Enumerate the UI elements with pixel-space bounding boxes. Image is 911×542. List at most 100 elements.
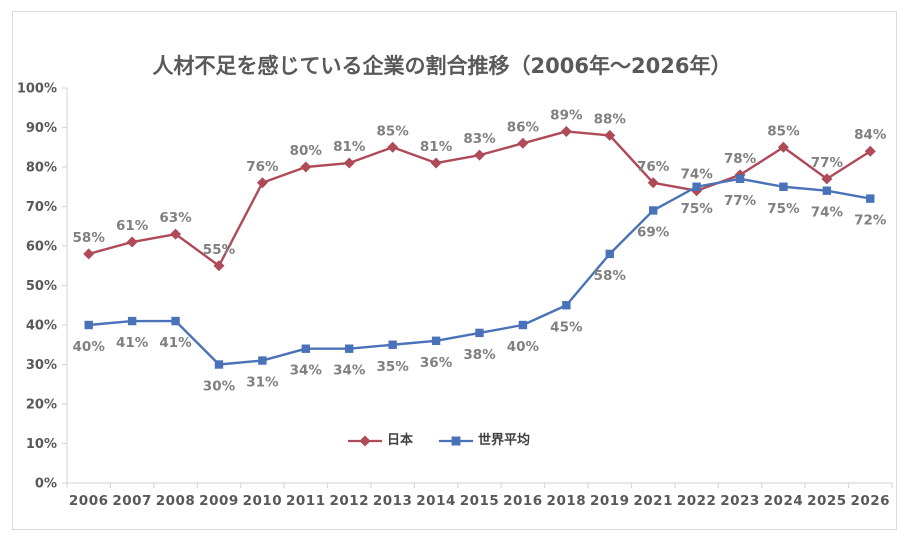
data-point-marker (214, 360, 224, 369)
y-axis-tick-label: 80% (26, 161, 57, 176)
legend-item-japan: 日本 (348, 432, 413, 450)
x-axis-tick-label: 2009 (199, 493, 239, 509)
x-axis-tick-label: 2021 (633, 493, 673, 509)
data-point-marker (821, 173, 833, 185)
data-point-marker (560, 125, 572, 137)
data-point-marker (84, 320, 93, 330)
data-label: 34% (333, 363, 366, 379)
data-label: 77% (724, 193, 757, 209)
y-axis-tick-label: 40% (26, 319, 57, 334)
data-point-marker (777, 141, 789, 153)
data-label: 63% (159, 210, 192, 226)
x-axis-tick-label: 2018 (547, 493, 587, 509)
data-label: 80% (290, 143, 323, 159)
data-label: 81% (420, 139, 453, 155)
y-axis-tick-label: 50% (26, 279, 57, 294)
y-axis-tick-label: 10% (26, 437, 57, 452)
data-label: 61% (116, 218, 149, 234)
axes-layer: 0%10%20%30%40%50%60%70%80%90%100%2006 200… (17, 82, 893, 509)
data-point-marker (518, 320, 528, 330)
data-label: 88% (594, 111, 627, 127)
data-label: 85% (767, 123, 800, 139)
chart-legend: 日本 世界平均 (348, 432, 530, 450)
data-point-marker (779, 182, 788, 191)
data-label: 78% (724, 151, 757, 167)
data-label: 81% (333, 139, 366, 155)
x-axis-tick-label: 2006 (69, 493, 109, 509)
data-point-marker (866, 194, 875, 203)
data-point-marker (648, 206, 658, 215)
y-axis-tick-label: 90% (26, 121, 57, 136)
data-point-marker (213, 260, 225, 272)
data-point-marker (474, 149, 485, 161)
data-label: 72% (854, 213, 887, 229)
data-label: 89% (550, 107, 583, 123)
legend-label-japan: 日本 (387, 433, 414, 448)
data-point-marker (126, 236, 138, 248)
data-point-marker (301, 344, 311, 353)
data-label: 58% (594, 268, 627, 284)
x-axis-tick-label: 2015 (460, 493, 500, 509)
data-point-marker (822, 186, 832, 195)
data-label: 41% (159, 335, 192, 351)
data-point-marker (431, 336, 441, 345)
x-axis-tick-label: 2024 (764, 493, 804, 509)
data-point-marker (647, 177, 659, 189)
y-axis-tick-label: 70% (26, 200, 57, 215)
data-label: 69% (637, 224, 670, 240)
data-point-marker (430, 157, 442, 169)
x-axis-tick-label: 2010 (243, 493, 283, 509)
x-axis-tick-label: 2022 (677, 493, 717, 509)
data-label: 77% (811, 155, 844, 171)
data-point-marker (300, 161, 312, 173)
y-axis-tick-label: 30% (26, 358, 57, 373)
data-point-marker (604, 129, 616, 141)
data-label: 31% (246, 375, 279, 391)
x-axis-tick-label: 2026 (851, 493, 891, 509)
data-label: 38% (463, 347, 496, 363)
data-point-marker (517, 137, 529, 149)
data-label: 40% (73, 339, 106, 355)
data-point-marker (343, 157, 355, 169)
x-axis-tick-label: 2019 (590, 493, 630, 509)
y-axis-tick-label: 20% (26, 398, 57, 413)
data-label: 30% (203, 379, 236, 395)
data-point-marker (387, 141, 399, 153)
data-point-marker (258, 356, 267, 365)
data-point-marker (83, 248, 95, 260)
data-label: 85% (376, 123, 409, 139)
data-label: 74% (680, 167, 713, 183)
data-label: 86% (507, 119, 540, 135)
data-label: 36% (420, 355, 453, 371)
data-label: 83% (463, 131, 496, 147)
data-point-marker (345, 344, 354, 353)
legend-item-world-average: 世界平均 (439, 432, 530, 450)
data-point-marker (388, 340, 397, 349)
data-point-marker (864, 145, 876, 157)
data-label: 55% (203, 242, 236, 258)
y-axis-tick-label: 0% (35, 477, 57, 492)
x-axis-tick-label: 2023 (720, 493, 760, 509)
data-point-marker (475, 328, 484, 338)
data-label: 35% (376, 359, 409, 375)
x-axis-tick-label: 2011 (286, 493, 326, 509)
chart-border (12, 11, 897, 530)
data-label: 45% (550, 319, 583, 335)
y-axis-tick-label: 60% (26, 240, 57, 255)
x-axis-tick-label: 2008 (156, 493, 196, 509)
world-average-series-marker-icon (439, 436, 474, 446)
data-point-marker (127, 316, 137, 326)
data-point-marker (171, 316, 180, 326)
data-point-marker (735, 174, 745, 184)
x-axis-tick-label: 2025 (807, 493, 847, 509)
x-axis-tick-label: 2007 (112, 493, 152, 509)
data-point-marker (256, 177, 268, 189)
data-label: 40% (507, 339, 540, 355)
x-axis-tick-label: 2012 (329, 493, 369, 509)
data-label: 76% (246, 159, 279, 175)
x-axis-tick-label: 2013 (373, 493, 413, 509)
data-label: 75% (680, 201, 713, 217)
data-label: 76% (637, 159, 670, 175)
data-label: 74% (811, 205, 844, 221)
